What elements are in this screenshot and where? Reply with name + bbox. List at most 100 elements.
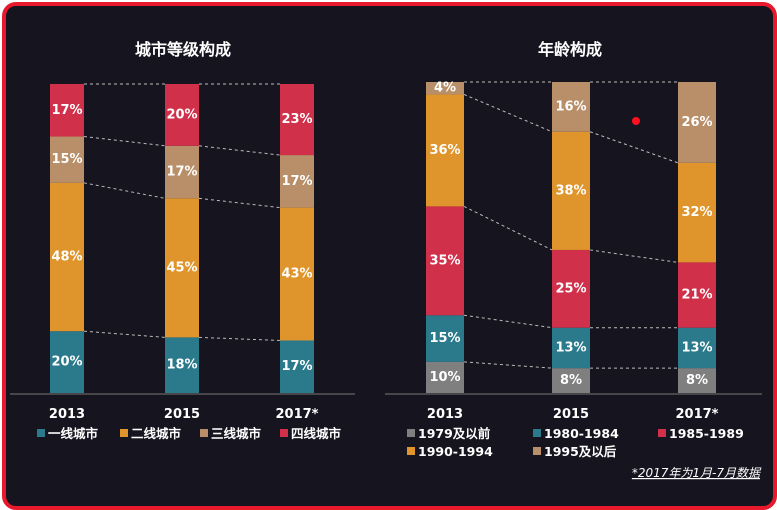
data-label: 43%	[281, 267, 312, 282]
data-label: 15%	[429, 331, 460, 346]
bar-segment	[280, 84, 314, 156]
bar-segment	[50, 136, 84, 183]
legend-swatch	[533, 447, 541, 455]
data-label: 17%	[281, 174, 312, 189]
data-label: 16%	[555, 99, 586, 114]
legend-swatch	[407, 447, 415, 455]
connector-line	[198, 197, 281, 209]
bar-segment	[50, 84, 84, 137]
legend-swatch	[280, 429, 288, 437]
x-tick-label: 2015	[164, 407, 200, 422]
bar-segment	[552, 368, 590, 393]
legend-label: 二线城市	[131, 426, 182, 441]
connector-line	[589, 249, 679, 263]
chart-2: 年龄构成 10% 15% 35% 36% 4% 2013 8% 13% 25% 38% 16% 2015…	[385, 40, 762, 459]
data-label: 13%	[555, 340, 586, 355]
bar-segment	[280, 155, 314, 208]
bar-segment	[678, 368, 716, 393]
data-label: 17%	[166, 165, 197, 180]
data-label: 4%	[434, 81, 456, 96]
data-label: 45%	[166, 260, 197, 275]
legend-swatch	[658, 429, 666, 437]
bar-segment	[165, 198, 199, 338]
bar-segment	[552, 249, 590, 328]
legend-swatch	[407, 429, 415, 437]
bar-segment	[426, 361, 464, 393]
legend-item: 二线城市	[120, 426, 182, 441]
x-tick-label: 2013	[427, 407, 463, 422]
legend-label: 1985-1989	[669, 426, 744, 441]
connector-line	[83, 330, 166, 338]
bar-segment	[165, 84, 199, 146]
data-label: 32%	[681, 205, 712, 220]
connector-line	[463, 93, 553, 133]
data-label: 38%	[555, 183, 586, 198]
connector-line	[589, 131, 679, 164]
legend-label: 1990-1994	[418, 444, 493, 459]
bar-segment	[552, 131, 590, 250]
connector-line	[463, 361, 553, 369]
data-label: 48%	[51, 250, 82, 265]
data-label: 36%	[429, 143, 460, 158]
data-label: 25%	[555, 281, 586, 296]
legend-item: 1979及以前	[407, 426, 491, 441]
legend-item: 一线城市	[37, 426, 99, 441]
bar-segment	[552, 82, 590, 132]
x-tick-label: 2017*	[676, 407, 719, 422]
connector-line	[198, 336, 281, 341]
bar-segment	[678, 262, 716, 328]
data-label: 8%	[560, 373, 582, 388]
legend-label: 四线城市	[291, 426, 342, 441]
legend-label: 1980-1984	[544, 426, 619, 441]
data-label: 20%	[166, 107, 197, 122]
data-label: 23%	[281, 112, 312, 127]
chart-title: 城市等级构成	[135, 40, 231, 59]
connector-line	[198, 145, 281, 156]
data-label: 17%	[281, 359, 312, 374]
legend-item: 1980-1984	[533, 426, 619, 441]
data-label: 18%	[166, 358, 197, 373]
connector-line	[463, 314, 553, 329]
chart-title: 年龄构成	[538, 40, 602, 59]
data-label: 13%	[681, 340, 712, 355]
data-label: 15%	[51, 152, 82, 167]
legend-label: 1979及以前	[418, 426, 491, 441]
footnote: *2017年为1月-7月数据	[632, 466, 762, 480]
legend-item: 1985-1989	[658, 426, 744, 441]
data-label: 10%	[429, 370, 460, 385]
legend-swatch	[533, 429, 541, 437]
legend-label: 1995及以后	[544, 444, 617, 459]
chart-1: 城市等级构成 20% 48% 15% 17% 2013 18% 45% 17% 20% 2015 17…	[10, 40, 355, 441]
bar-segment	[426, 206, 464, 316]
legend-swatch	[120, 429, 128, 437]
x-tick-label: 2015	[553, 407, 589, 422]
bar-segment	[280, 340, 314, 393]
connector-line	[463, 205, 553, 251]
legend-item: 1990-1994	[407, 444, 493, 459]
bar-segment	[280, 207, 314, 341]
bar-segment	[678, 162, 716, 263]
legend-swatch	[37, 429, 45, 437]
data-label: 17%	[51, 103, 82, 118]
bar-segment	[50, 331, 84, 393]
red-dot-marker	[632, 117, 640, 125]
legend-item: 四线城市	[280, 426, 342, 441]
bar-segment	[165, 337, 199, 393]
legend-label: 三线城市	[211, 426, 262, 441]
bar-segment	[165, 145, 199, 199]
bar-segment	[426, 82, 464, 95]
bar-segment	[552, 327, 590, 369]
data-label: 26%	[681, 115, 712, 130]
data-label: 8%	[686, 373, 708, 388]
bar-segment	[426, 94, 464, 207]
data-label: 20%	[51, 355, 82, 370]
legend-label: 一线城市	[48, 426, 99, 441]
bar-segment	[678, 82, 716, 163]
data-label: 21%	[681, 288, 712, 303]
legend-item: 三线城市	[200, 426, 262, 441]
connector-line	[83, 136, 166, 147]
bar-segment	[678, 327, 716, 369]
x-tick-label: 2017*	[276, 407, 319, 422]
